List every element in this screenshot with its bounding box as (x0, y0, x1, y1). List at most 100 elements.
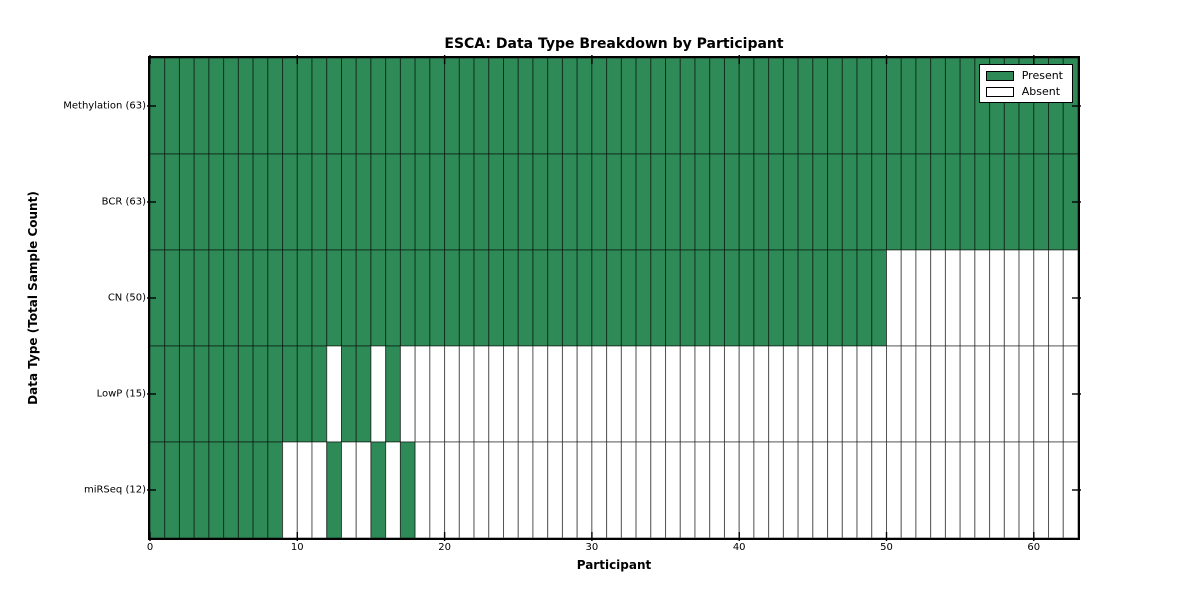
heatmap-cell (547, 153, 563, 251)
heatmap-cell (164, 345, 180, 443)
heatmap-cell (886, 57, 902, 155)
heatmap-cell (812, 249, 829, 347)
heatmap-cell (1033, 153, 1050, 251)
heatmap-cell (399, 57, 416, 155)
heatmap-cell (561, 153, 578, 251)
heatmap-cell (753, 345, 770, 443)
heatmap-cell (311, 249, 328, 347)
heatmap-cell (178, 153, 195, 251)
heatmap-cell (252, 153, 269, 251)
heatmap-cell (930, 249, 946, 347)
heatmap-cell (915, 57, 932, 155)
heatmap-cell (665, 345, 681, 443)
x-tick-10: 10 (290, 542, 304, 553)
heatmap-cell (429, 249, 446, 347)
heatmap-cell (591, 345, 608, 443)
heatmap-cell (827, 345, 843, 443)
heatmap-cell (944, 441, 961, 539)
heatmap-cell (429, 345, 446, 443)
heatmap-cell (517, 345, 534, 443)
heatmap-cell (458, 57, 475, 155)
heatmap-cell (473, 249, 490, 347)
heatmap-cell (164, 249, 180, 347)
heatmap-cell (959, 441, 976, 539)
heatmap-cell (444, 345, 460, 443)
heatmap-cell (237, 345, 254, 443)
heatmap-cell (488, 57, 505, 155)
heatmap-cell (753, 249, 770, 347)
heatmap-cell (841, 57, 858, 155)
legend-entry-absent: Absent (985, 85, 1063, 98)
heatmap-cell (797, 345, 814, 443)
heatmap-cell (326, 249, 342, 347)
heatmap-cell (768, 441, 784, 539)
heatmap-cell (635, 249, 652, 347)
heatmap-cell (282, 153, 298, 251)
heatmap-cell (370, 153, 387, 251)
heatmap-cell (296, 345, 313, 443)
heatmap-cell (665, 57, 681, 155)
heatmap-cell (458, 249, 475, 347)
heatmap-cell (223, 153, 239, 251)
heatmap-cell (561, 57, 578, 155)
heatmap-cell (193, 249, 210, 347)
heatmap-cell (797, 153, 814, 251)
heatmap-cell (841, 441, 858, 539)
heatmap-cell (252, 249, 269, 347)
heatmap-cell (208, 345, 225, 443)
heatmap-cell (709, 57, 725, 155)
heatmap-cell (871, 249, 888, 347)
heatmap-cell (782, 249, 799, 347)
y-tick-cn: CN (50) (107, 292, 146, 304)
heatmap-cell (282, 441, 298, 539)
heatmap-cell (768, 249, 784, 347)
heatmap-cell (532, 153, 549, 251)
heatmap-cell (296, 57, 313, 155)
heatmap-cell (385, 441, 401, 539)
heatmap-cell (561, 441, 578, 539)
heatmap-cell (959, 57, 976, 155)
heatmap-cell (399, 249, 416, 347)
heatmap-cell (915, 153, 932, 251)
heatmap-cell (311, 441, 328, 539)
heatmap-cell (782, 153, 799, 251)
legend-label-absent: Absent (1021, 85, 1061, 98)
heatmap-cell (650, 345, 667, 443)
heatmap-cell (311, 345, 328, 443)
heatmap-cell (591, 249, 608, 347)
heatmap-cell (414, 249, 431, 347)
heatmap-cell (1033, 249, 1050, 347)
heatmap-cell (385, 345, 401, 443)
heatmap-cell (856, 249, 873, 347)
heatmap-cell (1018, 441, 1035, 539)
heatmap-cell (517, 57, 534, 155)
heatmap-cell (267, 345, 284, 443)
heatmap-cell (488, 153, 505, 251)
heatmap-cell (665, 249, 681, 347)
heatmap-cell (989, 441, 1005, 539)
heatmap-cell (532, 345, 549, 443)
heatmap-cell (1033, 441, 1050, 539)
heatmap-cell (414, 153, 431, 251)
heatmap-cell (944, 249, 961, 347)
heatmap-cell (503, 441, 519, 539)
heatmap-cell (768, 57, 784, 155)
heatmap-cell (414, 57, 431, 155)
heatmap-cell (753, 57, 770, 155)
heatmap-cell (723, 441, 740, 539)
heatmap-cell (444, 153, 460, 251)
heatmap-cell (812, 441, 829, 539)
x-tick-labels: 0 10 20 30 40 50 60 (147, 542, 1078, 556)
heatmap-cell (620, 345, 637, 443)
heatmap-cell (355, 57, 372, 155)
heatmap-cell (797, 249, 814, 347)
x-tick-50: 50 (880, 542, 893, 553)
heatmap-cell (694, 441, 711, 539)
heatmap-cell (812, 57, 829, 155)
heatmap-cell (193, 57, 210, 155)
y-tick-lowp: LowP (15) (96, 388, 146, 400)
heatmap-cell (385, 57, 401, 155)
heatmap-cell (517, 441, 534, 539)
heatmap-cell (1003, 153, 1020, 251)
heatmap-cell (164, 153, 180, 251)
